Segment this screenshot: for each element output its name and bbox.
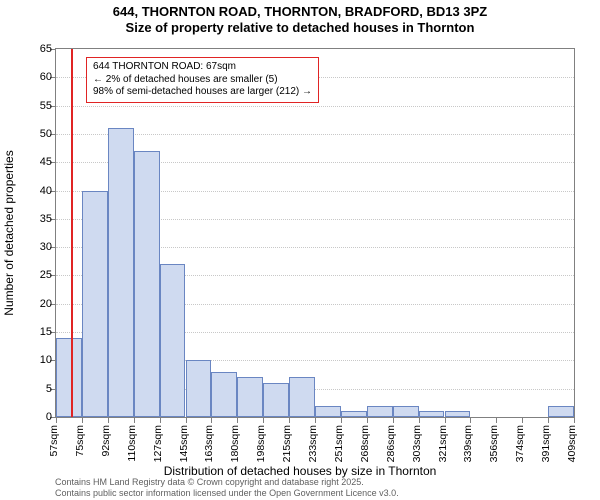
footer-text: Contains HM Land Registry data © Crown c…: [55, 477, 399, 498]
y-tick-label: 10: [22, 354, 52, 366]
y-tick-label: 5: [22, 383, 52, 395]
histogram-bar: [160, 264, 186, 417]
y-tick-label: 35: [22, 213, 52, 225]
y-tick-label: 25: [22, 269, 52, 281]
histogram-bar: [419, 411, 445, 417]
x-tick-mark: [237, 418, 238, 423]
x-tick-mark: [470, 418, 471, 423]
y-axis-title: Number of detached properties: [2, 150, 16, 315]
x-tick-mark: [341, 418, 342, 423]
x-tick-mark: [186, 418, 187, 423]
x-tick-mark: [574, 418, 575, 423]
x-tick-mark: [419, 418, 420, 423]
footer-line-2: Contains public sector information licen…: [55, 488, 399, 498]
footer-line-1: Contains HM Land Registry data © Crown c…: [55, 477, 364, 487]
chart-title: 644, THORNTON ROAD, THORNTON, BRADFORD, …: [0, 4, 600, 37]
histogram-bar: [56, 338, 82, 417]
x-tick-mark: [522, 418, 523, 423]
histogram-bar: [367, 406, 393, 417]
y-tick-label: 30: [22, 241, 52, 253]
plot-area: 644 THORNTON ROAD: 67sqm ← 2% of detache…: [55, 48, 575, 418]
title-line-1: 644, THORNTON ROAD, THORNTON, BRADFORD, …: [113, 4, 487, 19]
y-tick-label: 0: [22, 411, 52, 423]
x-tick-mark: [82, 418, 83, 423]
histogram-bar: [263, 383, 289, 417]
chart-container: 644, THORNTON ROAD, THORNTON, BRADFORD, …: [0, 0, 600, 500]
x-tick-mark: [160, 418, 161, 423]
x-tick-mark: [211, 418, 212, 423]
x-tick-mark: [393, 418, 394, 423]
histogram-bar: [289, 377, 315, 417]
histogram-bar: [548, 406, 574, 417]
y-tick-label: 45: [22, 156, 52, 168]
annotation-line-2: ← 2% of detached houses are smaller (5): [93, 74, 278, 85]
histogram-bar: [108, 128, 134, 417]
grid-line: [56, 106, 574, 107]
y-tick-label: 15: [22, 326, 52, 338]
x-tick-mark: [289, 418, 290, 423]
histogram-bar: [315, 406, 341, 417]
x-tick-mark: [315, 418, 316, 423]
y-tick-label: 65: [22, 43, 52, 55]
title-line-2: Size of property relative to detached ho…: [126, 20, 475, 35]
histogram-bar: [341, 411, 367, 417]
annotation-line-3: 98% of semi-detached houses are larger (…: [93, 86, 312, 97]
x-tick-mark: [134, 418, 135, 423]
x-tick-mark: [56, 418, 57, 423]
y-tick-label: 20: [22, 298, 52, 310]
histogram-bar: [211, 372, 237, 417]
y-tick-label: 55: [22, 100, 52, 112]
x-tick-mark: [108, 418, 109, 423]
x-tick-mark: [445, 418, 446, 423]
y-tick-label: 40: [22, 185, 52, 197]
annotation-line-1: 644 THORNTON ROAD: 67sqm: [93, 61, 236, 72]
marker-line: [71, 49, 73, 417]
grid-line: [56, 134, 574, 135]
histogram-bar: [82, 191, 108, 417]
y-tick-label: 60: [22, 71, 52, 83]
x-tick-mark: [548, 418, 549, 423]
x-tick-mark: [263, 418, 264, 423]
histogram-bar: [237, 377, 263, 417]
histogram-bar: [445, 411, 471, 417]
y-tick-label: 50: [22, 128, 52, 140]
histogram-bar: [393, 406, 419, 417]
x-axis-title: Distribution of detached houses by size …: [0, 464, 600, 478]
x-tick-mark: [367, 418, 368, 423]
annotation-box: 644 THORNTON ROAD: 67sqm ← 2% of detache…: [86, 57, 319, 103]
histogram-bar: [134, 151, 160, 417]
x-tick-mark: [496, 418, 497, 423]
histogram-bar: [186, 360, 212, 417]
